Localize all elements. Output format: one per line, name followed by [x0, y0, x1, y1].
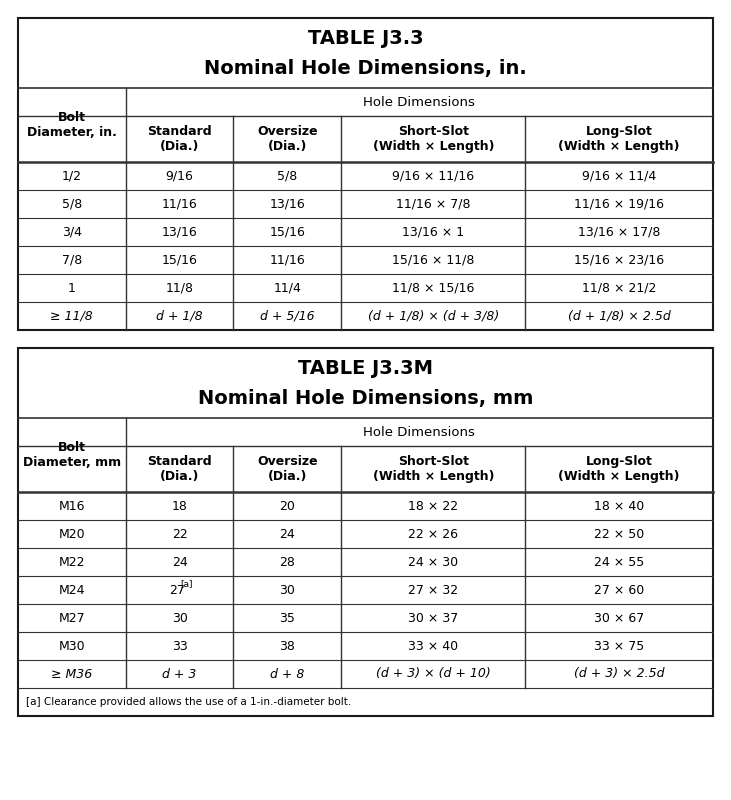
- Text: [a]: [a]: [181, 579, 193, 589]
- Text: 11/16 × 7/8: 11/16 × 7/8: [396, 198, 471, 210]
- Text: 22 × 50: 22 × 50: [594, 527, 644, 541]
- Text: 7/8: 7/8: [61, 254, 82, 266]
- Text: d + 3: d + 3: [162, 667, 197, 681]
- Text: 18: 18: [172, 499, 188, 513]
- Text: 24: 24: [172, 555, 187, 569]
- Text: d + 1/8: d + 1/8: [156, 310, 203, 322]
- Text: M16: M16: [58, 499, 85, 513]
- Text: 30: 30: [172, 611, 188, 625]
- Text: 3/4: 3/4: [62, 226, 82, 238]
- Text: 18 × 22: 18 × 22: [408, 499, 458, 513]
- Text: 22: 22: [172, 527, 187, 541]
- Text: 33: 33: [172, 639, 187, 653]
- Text: Oversize
(Dia.): Oversize (Dia.): [257, 125, 318, 153]
- Text: M22: M22: [58, 555, 85, 569]
- Text: 5/8: 5/8: [61, 198, 82, 210]
- Text: M20: M20: [58, 527, 86, 541]
- Text: 15/16: 15/16: [270, 226, 306, 238]
- Text: 11/8: 11/8: [166, 282, 194, 294]
- Text: M24: M24: [58, 583, 85, 597]
- Text: Standard
(Dia.): Standard (Dia.): [147, 125, 212, 153]
- Text: 35: 35: [279, 611, 295, 625]
- Text: 18 × 40: 18 × 40: [594, 499, 644, 513]
- Text: 33 × 75: 33 × 75: [594, 639, 644, 653]
- Text: 15/16 × 23/16: 15/16 × 23/16: [574, 254, 664, 266]
- Text: Long-Slot
(Width × Length): Long-Slot (Width × Length): [558, 455, 680, 483]
- Text: 27 × 32: 27 × 32: [408, 583, 458, 597]
- Text: 13/16 × 1: 13/16 × 1: [402, 226, 464, 238]
- Text: ≥ M36: ≥ M36: [51, 667, 93, 681]
- Text: 20: 20: [279, 499, 295, 513]
- Text: 13/16: 13/16: [162, 226, 197, 238]
- Text: 30 × 67: 30 × 67: [594, 611, 644, 625]
- Text: 30 × 37: 30 × 37: [408, 611, 458, 625]
- Text: Bolt
Diameter, mm: Bolt Diameter, mm: [23, 441, 121, 469]
- Text: 9/16 × 11/16: 9/16 × 11/16: [393, 170, 474, 182]
- Bar: [18, 18, 713, 330]
- Text: 24 × 55: 24 × 55: [594, 555, 644, 569]
- Text: 9/16: 9/16: [166, 170, 194, 182]
- Text: 27: 27: [169, 583, 184, 597]
- Text: Nominal Hole Dimensions, in.: Nominal Hole Dimensions, in.: [204, 59, 527, 78]
- Text: 30: 30: [279, 583, 295, 597]
- Text: 11/4: 11/4: [273, 282, 301, 294]
- Text: 15/16 × 11/8: 15/16 × 11/8: [392, 254, 474, 266]
- Text: 11/16: 11/16: [270, 254, 305, 266]
- Text: 24 × 30: 24 × 30: [408, 555, 458, 569]
- Text: ≥ 11/8: ≥ 11/8: [50, 310, 94, 322]
- Text: 15/16: 15/16: [162, 254, 197, 266]
- Text: 1/2: 1/2: [62, 170, 82, 182]
- Text: 22 × 26: 22 × 26: [408, 527, 458, 541]
- Text: Bolt
Diameter, in.: Bolt Diameter, in.: [27, 111, 117, 139]
- Text: 9/16 × 11/4: 9/16 × 11/4: [582, 170, 656, 182]
- Text: 11/16: 11/16: [162, 198, 197, 210]
- Text: TABLE J3.3M: TABLE J3.3M: [298, 359, 433, 378]
- Text: (d + 3) × (d + 10): (d + 3) × (d + 10): [376, 667, 491, 681]
- Text: Long-Slot
(Width × Length): Long-Slot (Width × Length): [558, 125, 680, 153]
- Text: Nominal Hole Dimensions, mm: Nominal Hole Dimensions, mm: [198, 389, 533, 408]
- Text: (d + 1/8) × 2.5d: (d + 1/8) × 2.5d: [568, 310, 670, 322]
- Text: 11/8 × 15/16: 11/8 × 15/16: [392, 282, 474, 294]
- Text: 11/8 × 21/2: 11/8 × 21/2: [582, 282, 656, 294]
- Text: 1: 1: [68, 282, 76, 294]
- Text: (d + 3) × 2.5d: (d + 3) × 2.5d: [574, 667, 664, 681]
- Text: 13/16 × 17/8: 13/16 × 17/8: [578, 226, 660, 238]
- Text: 28: 28: [279, 555, 295, 569]
- Text: 13/16: 13/16: [270, 198, 305, 210]
- Text: Hole Dimensions: Hole Dimensions: [363, 426, 475, 438]
- Text: d + 8: d + 8: [270, 667, 305, 681]
- Text: Short-Slot
(Width × Length): Short-Slot (Width × Length): [373, 455, 494, 483]
- Text: d + 5/16: d + 5/16: [260, 310, 314, 322]
- Text: M30: M30: [58, 639, 86, 653]
- Text: Hole Dimensions: Hole Dimensions: [363, 95, 475, 109]
- Text: 27 × 60: 27 × 60: [594, 583, 644, 597]
- Bar: [18, 348, 713, 716]
- Text: 24: 24: [279, 527, 295, 541]
- Text: 38: 38: [279, 639, 295, 653]
- Text: Standard
(Dia.): Standard (Dia.): [147, 455, 212, 483]
- Text: 5/8: 5/8: [277, 170, 298, 182]
- Text: TABLE J3.3: TABLE J3.3: [308, 30, 423, 49]
- Text: Short-Slot
(Width × Length): Short-Slot (Width × Length): [373, 125, 494, 153]
- Text: Oversize
(Dia.): Oversize (Dia.): [257, 455, 318, 483]
- Text: 33 × 40: 33 × 40: [408, 639, 458, 653]
- Text: (d + 1/8) × (d + 3/8): (d + 1/8) × (d + 3/8): [368, 310, 499, 322]
- Text: 11/16 × 19/16: 11/16 × 19/16: [574, 198, 664, 210]
- Text: [a] Clearance provided allows the use of a 1-in.-diameter bolt.: [a] Clearance provided allows the use of…: [26, 697, 352, 707]
- Text: M27: M27: [58, 611, 86, 625]
